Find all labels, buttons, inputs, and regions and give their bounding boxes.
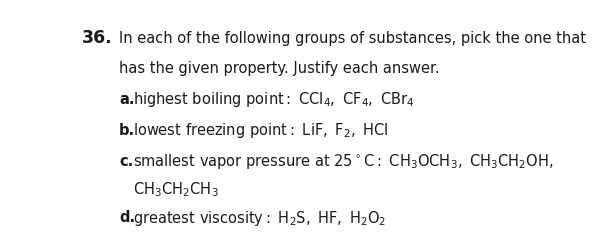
- Text: has the given property. Justify each answer.: has the given property. Justify each ans…: [119, 61, 440, 76]
- Text: b.: b.: [119, 123, 136, 138]
- Text: 36.: 36.: [82, 30, 113, 48]
- Text: a.: a.: [119, 92, 134, 107]
- Text: d.: d.: [119, 210, 136, 226]
- Text: $\mathrm{greatest\ viscosity:\ H_2S,\ HF,\ H_2O_2}$: $\mathrm{greatest\ viscosity:\ H_2S,\ HF…: [133, 208, 386, 228]
- Text: $\mathrm{CH_3CH_2CH_3}$: $\mathrm{CH_3CH_2CH_3}$: [133, 180, 219, 199]
- Text: In each of the following groups of substances, pick the one that: In each of the following groups of subst…: [119, 32, 586, 46]
- Text: c.: c.: [119, 154, 133, 169]
- Text: $\mathrm{smallest\ vapor\ pressure\ at\ 25{^\circ}C:\ CH_3OCH_3,\ CH_3CH_2OH,}$: $\mathrm{smallest\ vapor\ pressure\ at\ …: [133, 152, 554, 171]
- Text: $\mathrm{highest\ boiling\ point:\ CCl_4,\ CF_4,\ CBr_4}$: $\mathrm{highest\ boiling\ point:\ CCl_4…: [133, 90, 415, 109]
- Text: $\mathrm{lowest\ freezing\ point:\ LiF,\ F_2,\ HCl}$: $\mathrm{lowest\ freezing\ point:\ LiF,\…: [133, 121, 389, 140]
